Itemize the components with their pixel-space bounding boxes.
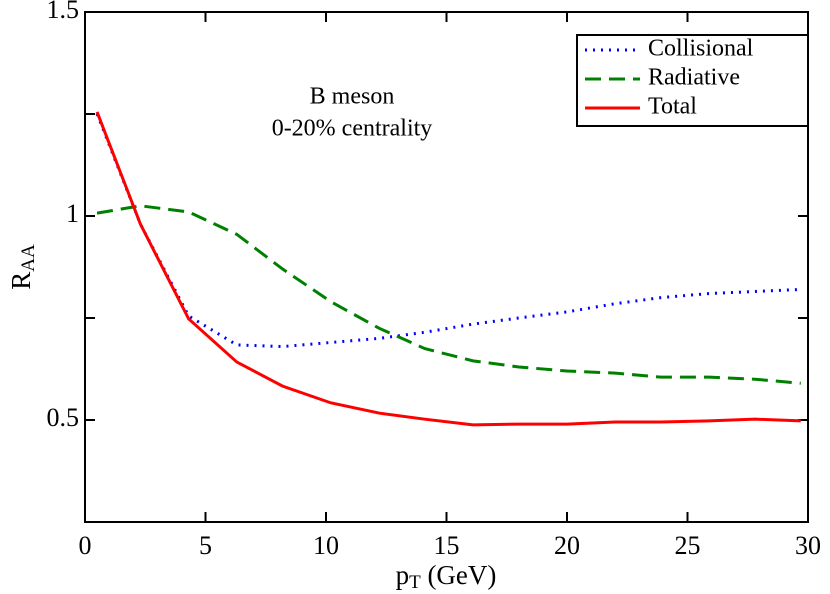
x-label-base: p (396, 560, 410, 590)
annotation: B meson (310, 84, 395, 110)
y-axis-label: RAA (6, 244, 39, 290)
legend-label: Collisional (648, 36, 754, 62)
annotation: 0-20% centrality (272, 116, 433, 142)
x-tick-label: 5 (199, 531, 212, 560)
x-tick-label: 10 (313, 531, 339, 560)
y-label-base: R (6, 272, 36, 290)
x-tick-label: 25 (675, 531, 701, 560)
y-tick-label: 1.5 (47, 0, 80, 24)
x-tick-label: 30 (795, 531, 821, 560)
data-line (95, 111, 801, 427)
x-tick-label: 15 (434, 531, 460, 560)
x-label-suffix: (GeV) (421, 560, 497, 590)
data-line (96, 204, 801, 385)
x-label-sub: T (409, 572, 421, 593)
x-tick-label: 20 (554, 531, 580, 560)
plot-frame (84, 11, 809, 523)
x-tick-label: 0 (79, 531, 92, 560)
data-line (95, 113, 801, 349)
y-tick-label: 1 (66, 199, 79, 228)
y-label-sub: AA (18, 244, 39, 272)
legend-label: Radiative (648, 65, 740, 91)
legend-label: Total (648, 94, 697, 120)
x-axis-label: pT (GeV) (396, 560, 497, 593)
y-tick-label: 0.5 (47, 403, 80, 432)
